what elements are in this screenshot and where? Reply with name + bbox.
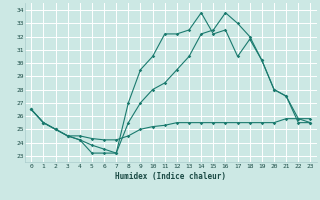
X-axis label: Humidex (Indice chaleur): Humidex (Indice chaleur): [115, 172, 226, 181]
